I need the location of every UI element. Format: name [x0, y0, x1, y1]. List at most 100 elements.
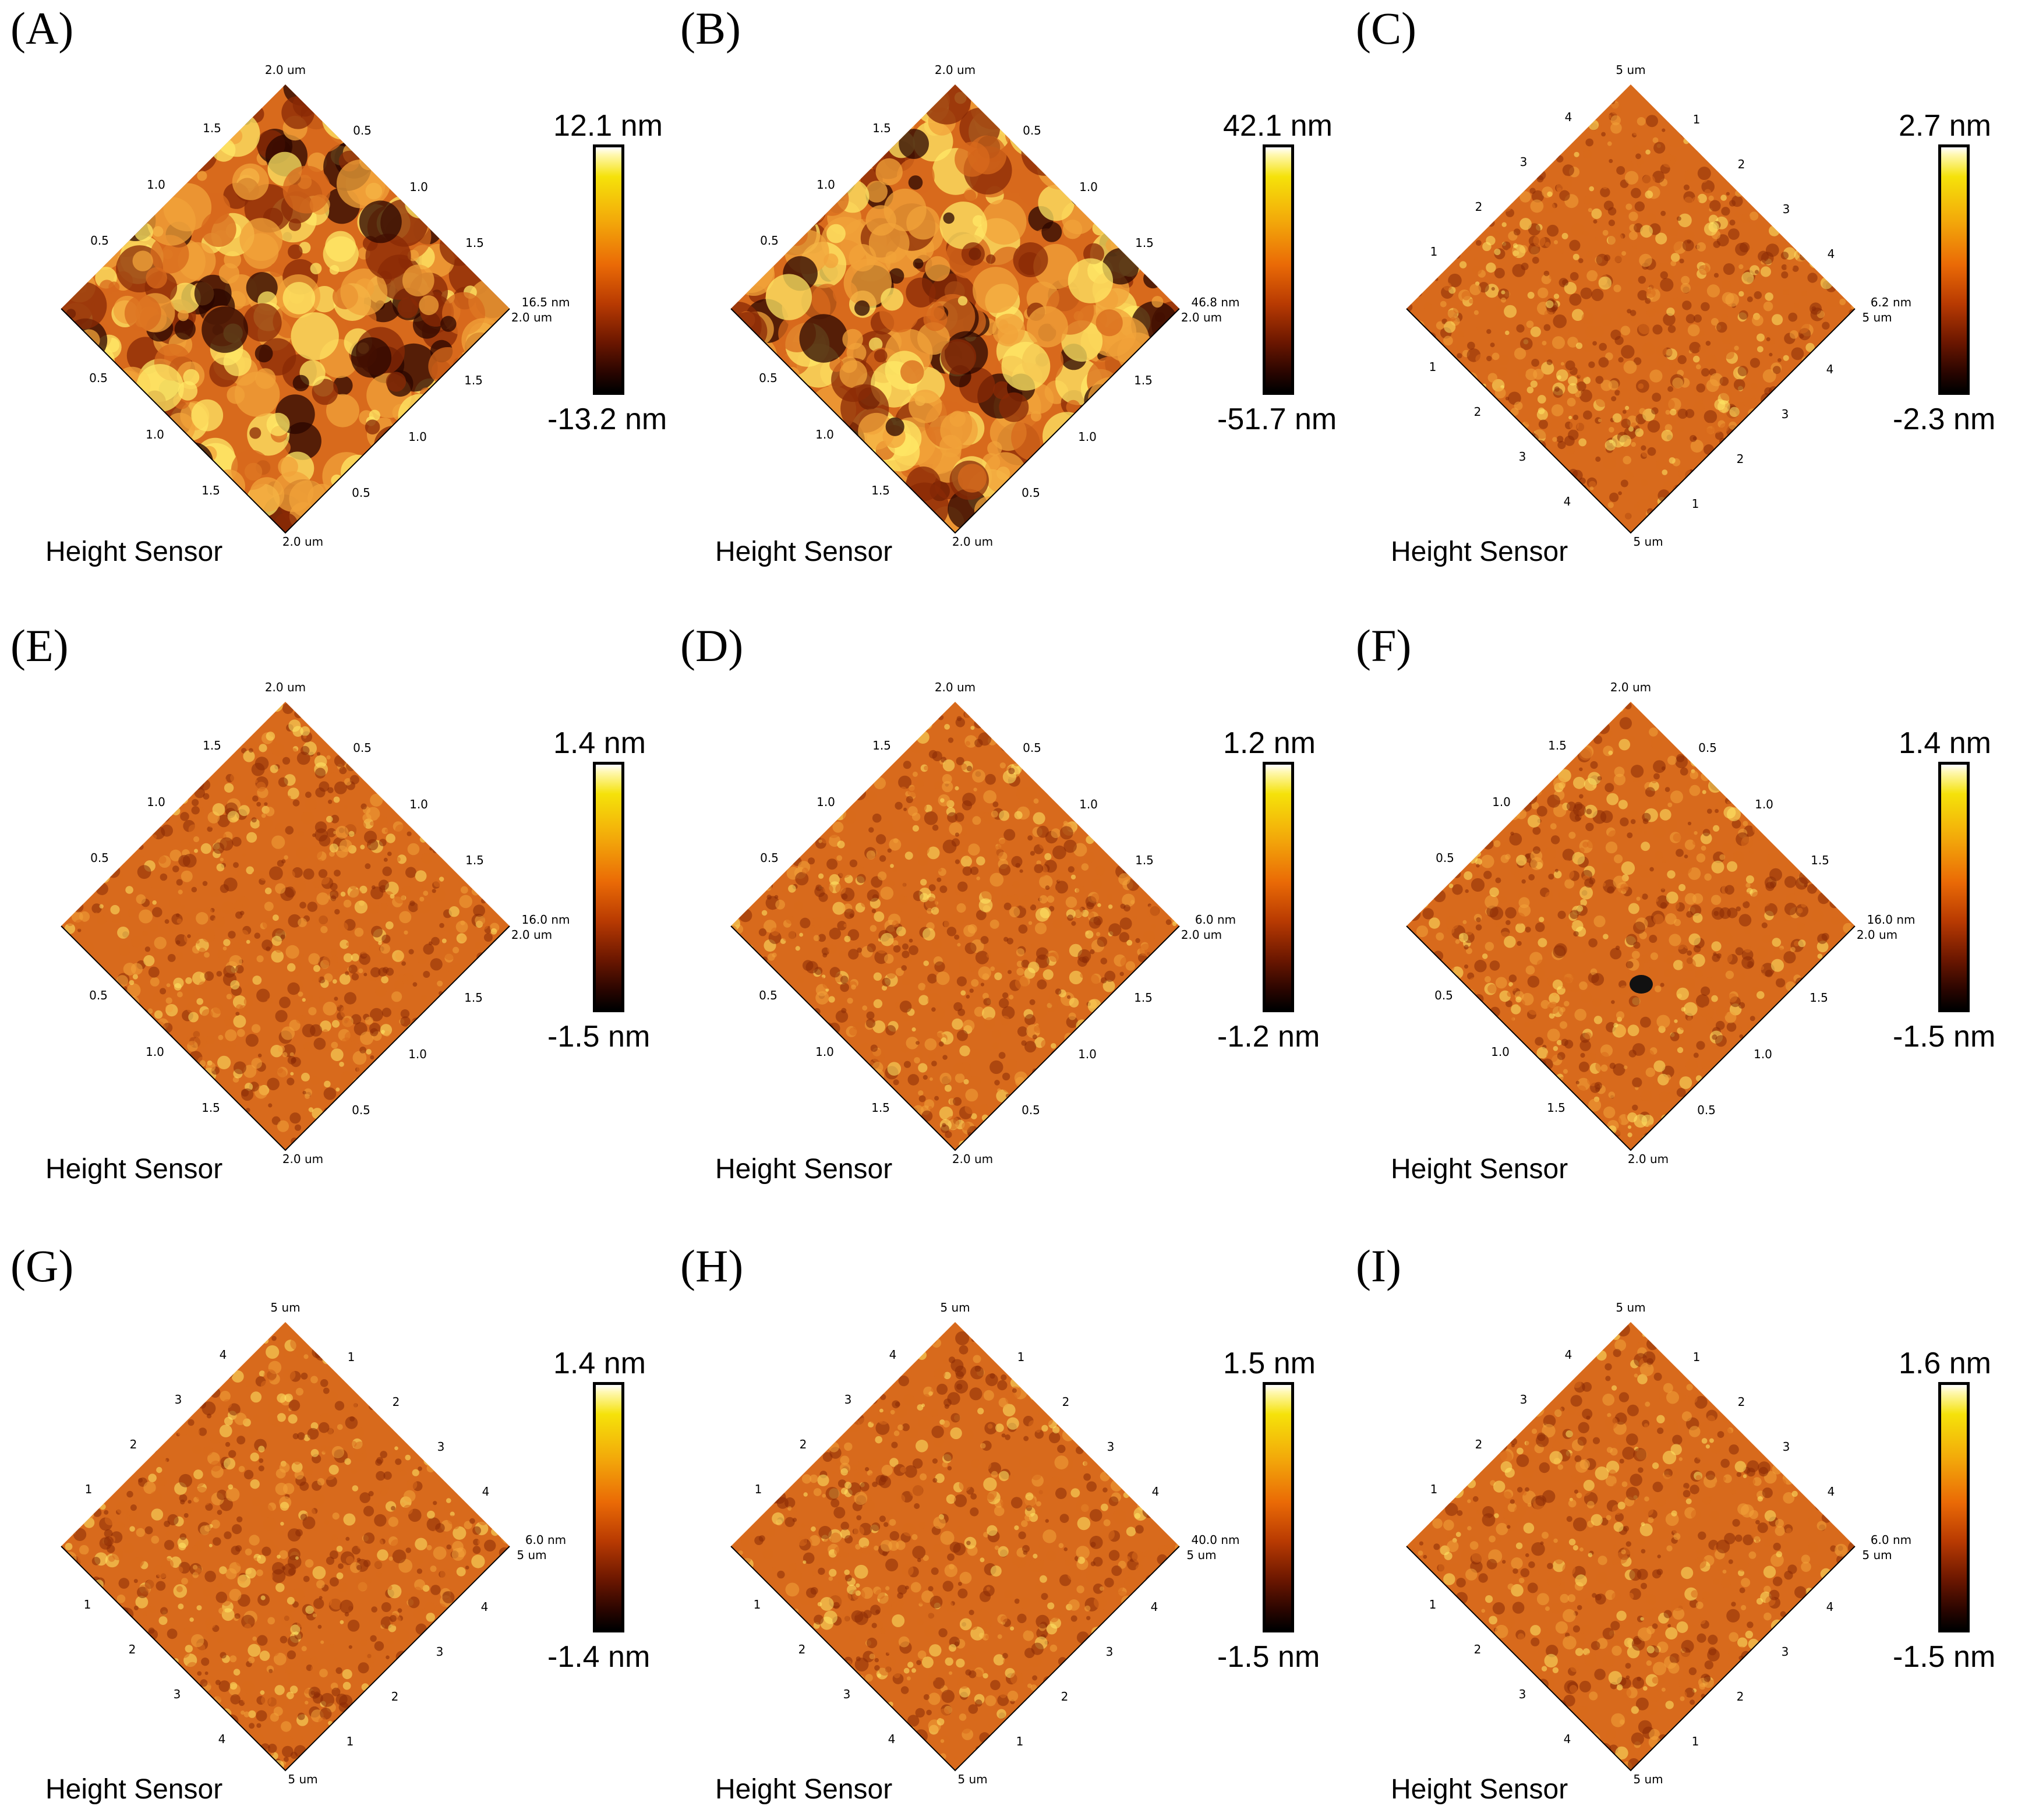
- axis-tick-label: 1.5: [1135, 853, 1154, 867]
- axis-tick-label: 5 um: [288, 1772, 317, 1786]
- colorbar-min-label: -1.2 nm: [1217, 1019, 1320, 1054]
- axis-tick-label: 1.5: [871, 1101, 890, 1115]
- axis-tick-label: 1: [348, 1350, 355, 1364]
- axis-tick-label: 4: [888, 1732, 896, 1746]
- axis-tick-label: 6.0 nm: [525, 1533, 566, 1547]
- colorbar-min-label: -1.5 nm: [1893, 1019, 1995, 1054]
- height-colorbar: [1938, 1382, 1970, 1632]
- axis-tick-label: 16.5 nm: [521, 295, 570, 309]
- axis-tick-label: 1.0: [147, 795, 165, 809]
- axis-tick-label: 1.0: [408, 430, 427, 444]
- axis-tick-label: 1: [347, 1734, 354, 1748]
- axis-tick-label: 2: [1737, 452, 1744, 466]
- axis-tick-label: 0.5: [1023, 741, 1041, 755]
- axis-tick-label: 0.5: [760, 234, 779, 248]
- axis-tick-label: 1.0: [1078, 430, 1097, 444]
- axis-tick-label: 1.0: [1078, 1047, 1097, 1061]
- axis-tick-label: 0.5: [1022, 486, 1040, 500]
- height-sensor-label: Height Sensor: [45, 1773, 222, 1805]
- axis-tick-label: 3: [1520, 155, 1528, 169]
- axis-tick-label: 1.5: [202, 483, 220, 497]
- axis-tick-label: 3: [1520, 1393, 1528, 1406]
- axis-tick-label: 3: [844, 1393, 852, 1406]
- axis-tick-label: 2.0 um: [952, 535, 993, 549]
- axis-tick-label: 0.5: [759, 988, 778, 1002]
- axis-tick-label: 2: [1062, 1395, 1070, 1409]
- axis-tick-label: 2: [1061, 1690, 1069, 1704]
- colorbar-min-label: -1.5 nm: [1217, 1639, 1320, 1674]
- axis-tick-label: 1.5: [464, 991, 483, 1005]
- axis-tick-label: 1: [1692, 1734, 1699, 1748]
- axis-tick-label: 3: [1782, 407, 1789, 421]
- axis-tick-label: 4: [218, 1732, 226, 1746]
- axis-tick-label: 2.0 um: [1628, 1152, 1669, 1166]
- axis-tick-label: 1.5: [464, 373, 483, 387]
- axis-tick-label: 5 um: [1186, 1548, 1216, 1562]
- colorbar-max-label: 42.1 nm: [1223, 108, 1333, 143]
- axis-tick-label: 0.5: [352, 486, 370, 500]
- axis-tick-label: 46.8 nm: [1191, 295, 1239, 309]
- axis-tick-label: 0.5: [760, 851, 779, 865]
- height-colorbar: [1263, 1382, 1294, 1632]
- axis-tick-label: 0.5: [1023, 123, 1041, 137]
- axis-tick-label: 1.0: [408, 1047, 427, 1061]
- axis-tick-label: 2: [798, 1642, 806, 1656]
- axis-tick-label: 4: [1564, 1732, 1571, 1746]
- axis-tick-label: 1.5: [1134, 373, 1153, 387]
- height-colorbar: [1938, 762, 1970, 1012]
- axis-tick-label: 1: [1429, 1598, 1437, 1612]
- axis-tick-label: 1.5: [872, 121, 891, 135]
- axis-tick-label: 5 um: [1616, 63, 1645, 77]
- colorbar-min-label: -2.3 nm: [1893, 402, 1995, 437]
- axis-tick-label: 6.0 nm: [1195, 913, 1236, 927]
- height-colorbar: [593, 144, 624, 395]
- axis-tick-label: 3: [1783, 202, 1790, 216]
- axis-tick-label: 2.0 um: [511, 928, 552, 942]
- axis-tick-label: 1.5: [871, 483, 890, 497]
- axis-tick-label: 1: [85, 1482, 93, 1496]
- axis-tick-label: 4: [1826, 1600, 1834, 1614]
- axis-tick-label: 1.5: [1548, 738, 1567, 752]
- axis-tick-label: 1.5: [1811, 853, 1829, 867]
- axis-tick-label: 2: [129, 1642, 136, 1656]
- axis-tick-label: 1: [1430, 245, 1438, 259]
- axis-tick-label: 2.0 um: [1181, 310, 1222, 324]
- colorbar-max-label: 12.1 nm: [553, 108, 663, 143]
- axis-tick-label: 1: [1017, 1350, 1025, 1364]
- height-sensor-label: Height Sensor: [1391, 1153, 1568, 1185]
- height-sensor-label: Height Sensor: [45, 536, 222, 568]
- axis-tick-label: 5 um: [1633, 535, 1663, 549]
- axis-tick-label: 1.5: [203, 738, 221, 752]
- axis-tick-label: 2.0 um: [265, 63, 306, 77]
- axis-tick-label: 1.0: [1079, 797, 1098, 811]
- colorbar-min-label: -13.2 nm: [547, 402, 667, 437]
- axis-tick-label: 1.5: [1547, 1101, 1565, 1115]
- height-sensor-label: Height Sensor: [715, 536, 892, 568]
- axis-tick-label: 3: [1783, 1440, 1790, 1454]
- axis-tick-label: 0.5: [353, 741, 372, 755]
- height-colorbar: [593, 1382, 624, 1632]
- axis-tick-label: 5 um: [1862, 1548, 1892, 1562]
- height-sensor-label: Height Sensor: [45, 1153, 222, 1185]
- axis-tick-label: 1: [84, 1598, 91, 1612]
- axis-tick-label: 3: [436, 1645, 444, 1659]
- height-sensor-label: Height Sensor: [715, 1773, 892, 1805]
- axis-tick-label: 2: [800, 1437, 807, 1451]
- height-colorbar: [1263, 144, 1294, 395]
- axis-tick-label: 5 um: [1633, 1772, 1663, 1786]
- axis-tick-label: 16.0 nm: [521, 913, 570, 927]
- axis-tick-label: 2.0 um: [282, 1152, 323, 1166]
- axis-tick-label: 1.0: [817, 795, 835, 809]
- height-sensor-label: Height Sensor: [1391, 536, 1568, 568]
- axis-tick-label: 0.5: [1697, 1103, 1716, 1117]
- axis-tick-label: 1: [755, 1482, 762, 1496]
- axis-tick-label: 1.5: [1135, 236, 1154, 250]
- axis-tick-label: 1.0: [1079, 180, 1098, 194]
- axis-tick-label: 2.0 um: [265, 680, 306, 694]
- axis-tick-label: 6.2 nm: [1871, 295, 1911, 309]
- axis-tick-label: 1.5: [203, 121, 221, 135]
